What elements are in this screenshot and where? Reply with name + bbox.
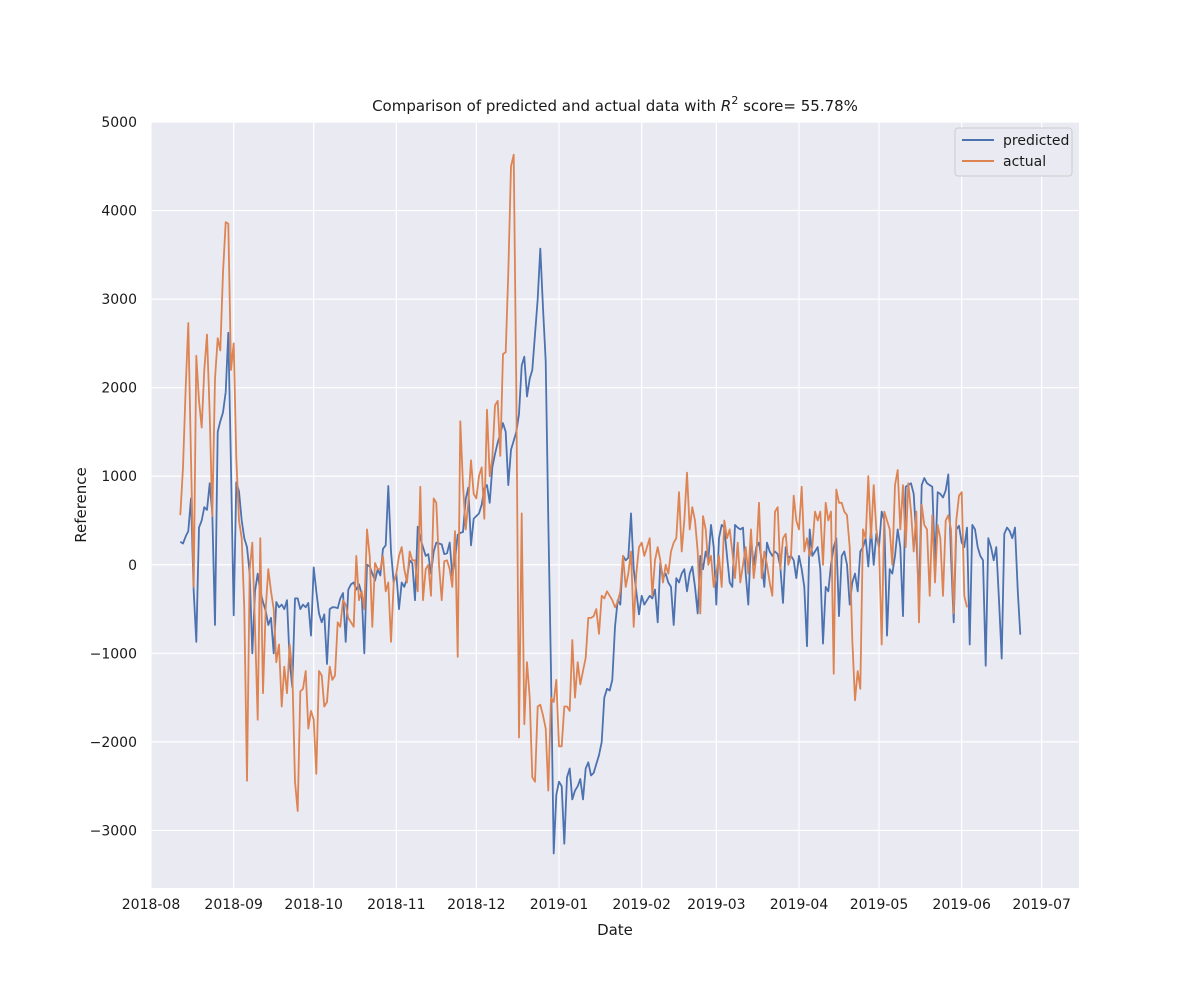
y-tick-label: 2000 [101,381,137,397]
x-tick-label: 2019-04 [770,897,829,913]
x-tick-label: 2018-12 [447,897,506,913]
x-tick-label: 2019-07 [1012,897,1071,913]
x-tick-label: 2019-01 [530,897,589,913]
x-gridlines [150,122,1043,888]
y-tick-label: −1000 [90,646,137,662]
x-tick-label: 2018-08 [122,897,181,913]
chart-title-suffix: score= 55.78% [738,97,858,115]
chart-title: Comparison of predicted and actual data … [372,94,858,115]
series-line-predicted [179,247,1022,855]
series-line-actual [179,153,968,812]
chart-title-prefix: Comparison of predicted and actual data … [372,97,721,115]
legend-label-actual: actual [1003,154,1046,170]
legend: predicted actual [954,127,1073,177]
x-axis-label: Date [597,921,633,939]
x-tick-label: 2019-06 [932,897,991,913]
x-tick-label: 2018-11 [367,897,426,913]
y-tick-label: −2000 [90,735,137,751]
y-tick-label: 3000 [101,292,137,308]
x-tick-label: 2018-10 [284,897,343,913]
y-gridlines [151,121,1079,832]
legend-label-predicted: predicted [1003,133,1069,149]
x-tick-label: 2018-09 [204,897,263,913]
y-tick-label: 0 [128,558,137,574]
x-tick-label: 2019-03 [687,897,746,913]
x-tick-label: 2019-02 [612,897,671,913]
y-tick-labels: −3000 −2000 −1000 0 1000 2000 3000 4000 5000 [90,115,137,839]
y-tick-label: 4000 [101,204,137,220]
series-layer [179,153,1022,855]
y-tick-label: 1000 [101,469,137,485]
y-axis-label: Reference [72,467,90,543]
x-tick-label: 2019-05 [850,897,909,913]
chart-title-superscript: 2 [731,94,738,107]
y-tick-label: 5000 [101,115,137,131]
y-tick-label: −3000 [90,823,137,839]
plot-background [151,122,1079,888]
x-tick-labels: 2018-08 2018-09 2018-10 2018-11 2018-12 2019-… [122,897,1071,913]
chart-title-symbol: R [721,97,731,115]
